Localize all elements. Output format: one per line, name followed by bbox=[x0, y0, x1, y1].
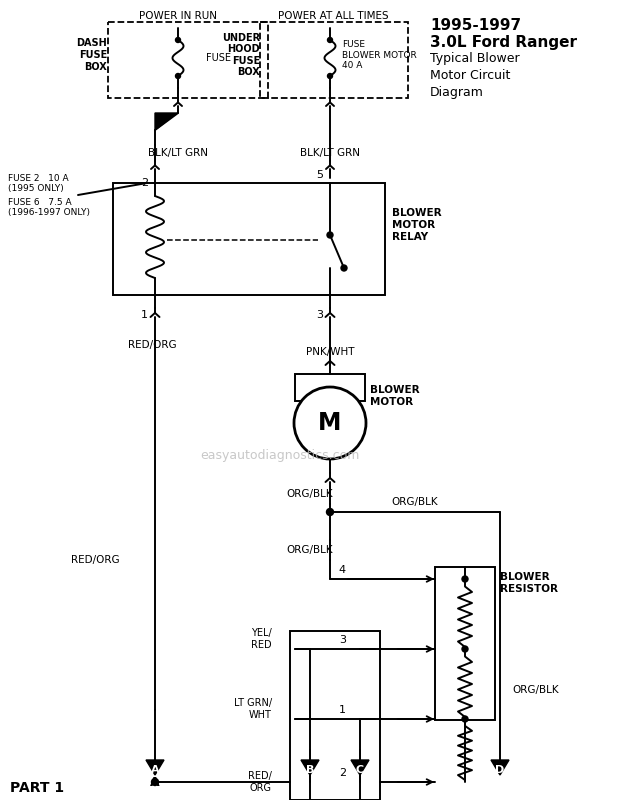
Bar bbox=[108, 22, 268, 98]
Text: RED/ORG: RED/ORG bbox=[71, 555, 120, 565]
Text: Typical Blower: Typical Blower bbox=[430, 52, 520, 65]
Text: A: A bbox=[151, 765, 159, 775]
Circle shape bbox=[462, 576, 468, 582]
Polygon shape bbox=[301, 760, 319, 775]
Circle shape bbox=[462, 646, 468, 652]
Text: BLOWER
MOTOR: BLOWER MOTOR bbox=[370, 385, 420, 406]
Text: B: B bbox=[306, 765, 314, 775]
Text: FUSE 2   10 A
(1995 ONLY): FUSE 2 10 A (1995 ONLY) bbox=[8, 174, 69, 194]
Text: YEL/
RED: YEL/ RED bbox=[252, 628, 272, 650]
Text: 3.0L Ford Ranger: 3.0L Ford Ranger bbox=[430, 35, 577, 50]
Text: ORG/BLK: ORG/BLK bbox=[287, 545, 333, 555]
Text: 3: 3 bbox=[339, 635, 346, 645]
Text: ORG/BLK: ORG/BLK bbox=[287, 489, 333, 499]
Circle shape bbox=[328, 74, 332, 78]
Text: Diagram: Diagram bbox=[430, 86, 484, 99]
Text: ORG/BLK: ORG/BLK bbox=[392, 497, 438, 507]
Text: FUSE: FUSE bbox=[206, 53, 231, 63]
Text: RED/
ORG: RED/ ORG bbox=[248, 771, 272, 793]
Text: LT GRN/
WHT: LT GRN/ WHT bbox=[234, 698, 272, 720]
Circle shape bbox=[151, 778, 158, 786]
Circle shape bbox=[328, 38, 332, 42]
Circle shape bbox=[341, 265, 347, 271]
Text: PART 1: PART 1 bbox=[10, 781, 64, 795]
Text: 4: 4 bbox=[339, 565, 346, 575]
Polygon shape bbox=[146, 760, 164, 775]
Text: 2: 2 bbox=[339, 768, 346, 778]
Circle shape bbox=[176, 74, 180, 78]
Circle shape bbox=[327, 232, 333, 238]
Circle shape bbox=[462, 716, 468, 722]
Polygon shape bbox=[491, 760, 509, 775]
Text: RED/ORG: RED/ORG bbox=[128, 340, 177, 350]
Polygon shape bbox=[351, 760, 369, 775]
Text: Motor Circuit: Motor Circuit bbox=[430, 69, 510, 82]
Text: 1995-1997: 1995-1997 bbox=[430, 18, 521, 33]
Text: POWER AT ALL TIMES: POWER AT ALL TIMES bbox=[277, 11, 388, 21]
Bar bbox=[290, 631, 380, 800]
Text: 5: 5 bbox=[316, 170, 323, 180]
Circle shape bbox=[176, 38, 180, 42]
Text: PNK/WHT: PNK/WHT bbox=[306, 347, 354, 357]
Text: POWER IN RUN: POWER IN RUN bbox=[139, 11, 217, 21]
Circle shape bbox=[326, 509, 334, 515]
Text: BLK/LT GRN: BLK/LT GRN bbox=[148, 148, 208, 158]
Text: ORG/BLK: ORG/BLK bbox=[512, 685, 559, 695]
Text: easyautodiagnostics.com: easyautodiagnostics.com bbox=[200, 449, 360, 462]
Text: M: M bbox=[318, 411, 342, 435]
Bar bbox=[295, 374, 365, 401]
Text: C: C bbox=[356, 765, 364, 775]
Bar bbox=[435, 567, 495, 720]
Text: BLOWER
RESISTOR: BLOWER RESISTOR bbox=[500, 572, 558, 594]
Circle shape bbox=[294, 387, 366, 459]
Text: FUSE 6   7.5 A
(1996-1997 ONLY): FUSE 6 7.5 A (1996-1997 ONLY) bbox=[8, 198, 90, 218]
Text: BLK/LT GRN: BLK/LT GRN bbox=[300, 148, 360, 158]
Text: A: A bbox=[150, 775, 160, 789]
Bar bbox=[113, 183, 385, 295]
Text: DASH
FUSE
BOX: DASH FUSE BOX bbox=[76, 38, 107, 72]
Text: 1: 1 bbox=[339, 705, 346, 715]
Text: BLOWER
MOTOR
RELAY: BLOWER MOTOR RELAY bbox=[392, 208, 442, 242]
Text: 3: 3 bbox=[316, 310, 323, 320]
Text: 1: 1 bbox=[141, 310, 148, 320]
Text: D: D bbox=[496, 765, 505, 775]
Polygon shape bbox=[155, 113, 177, 130]
Bar bbox=[260, 22, 408, 98]
Text: FUSE
BLOWER MOTOR
40 A: FUSE BLOWER MOTOR 40 A bbox=[342, 40, 417, 70]
Text: UNDER
HOOD
FUSE
BOX: UNDER HOOD FUSE BOX bbox=[222, 33, 260, 78]
Text: 2: 2 bbox=[141, 178, 148, 188]
